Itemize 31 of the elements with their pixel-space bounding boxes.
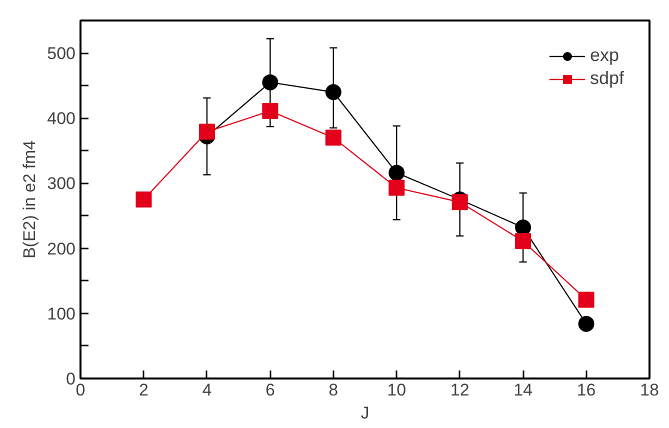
x-tick-label: 4 bbox=[202, 380, 212, 400]
point bbox=[515, 233, 532, 250]
x-tick-label: 2 bbox=[138, 380, 148, 400]
x-tick-label: 14 bbox=[514, 380, 533, 400]
y-axis-title: B(E2) in e2 fm4 bbox=[20, 140, 40, 259]
point bbox=[515, 220, 532, 236]
point bbox=[262, 74, 278, 90]
y-tick-label: 300 bbox=[47, 174, 76, 194]
x-tick-label: 6 bbox=[265, 380, 275, 400]
y-tick-label: 100 bbox=[47, 304, 76, 324]
point bbox=[136, 192, 152, 208]
legend-label: sdpf bbox=[590, 68, 624, 89]
point bbox=[325, 84, 342, 100]
point bbox=[578, 316, 594, 332]
y-tick-label: 400 bbox=[47, 109, 76, 128]
point bbox=[388, 164, 405, 181]
point bbox=[388, 180, 405, 196]
point bbox=[262, 102, 278, 119]
x-tick-label: 8 bbox=[328, 380, 338, 400]
point bbox=[578, 292, 594, 308]
x-axis-title: J bbox=[360, 404, 370, 422]
x-tick-label: 12 bbox=[450, 380, 470, 400]
x-tick-label: 10 bbox=[387, 380, 406, 400]
x-tick-label: 16 bbox=[576, 380, 596, 400]
y-tick-label: 500 bbox=[47, 44, 76, 64]
y-tick-label: 200 bbox=[47, 239, 76, 258]
point bbox=[325, 130, 342, 146]
legend-label: exp bbox=[590, 45, 619, 66]
point bbox=[452, 194, 468, 210]
x-tick-label: 18 bbox=[640, 380, 659, 400]
point bbox=[198, 124, 215, 140]
